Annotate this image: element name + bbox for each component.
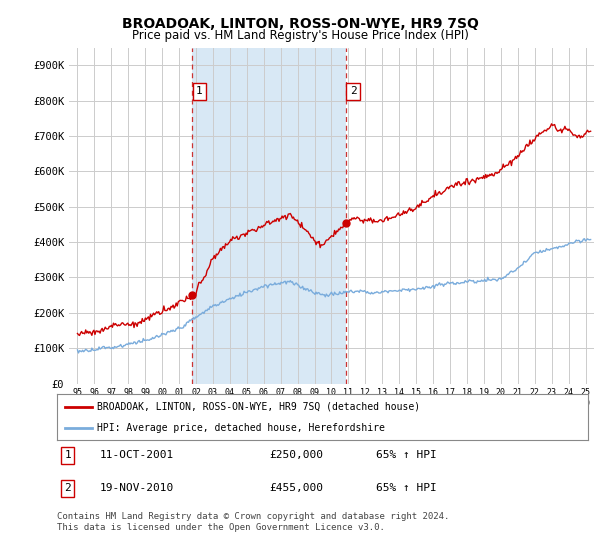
- Text: 1: 1: [64, 450, 71, 460]
- Text: BROADOAK, LINTON, ROSS-ON-WYE, HR9 7SQ (detached house): BROADOAK, LINTON, ROSS-ON-WYE, HR9 7SQ (…: [97, 402, 420, 412]
- Text: 2: 2: [350, 86, 356, 96]
- Text: 65% ↑ HPI: 65% ↑ HPI: [376, 483, 436, 493]
- Text: £250,000: £250,000: [269, 450, 323, 460]
- Bar: [193, 48, 346, 384]
- Text: 19-NOV-2010: 19-NOV-2010: [100, 483, 174, 493]
- Text: Price paid vs. HM Land Registry's House Price Index (HPI): Price paid vs. HM Land Registry's House …: [131, 29, 469, 42]
- Text: Contains HM Land Registry data © Crown copyright and database right 2024.
This d: Contains HM Land Registry data © Crown c…: [57, 512, 449, 532]
- Text: £455,000: £455,000: [269, 483, 323, 493]
- Text: 11-OCT-2001: 11-OCT-2001: [100, 450, 174, 460]
- Text: BROADOAK, LINTON, ROSS-ON-WYE, HR9 7SQ: BROADOAK, LINTON, ROSS-ON-WYE, HR9 7SQ: [122, 17, 478, 31]
- Text: HPI: Average price, detached house, Herefordshire: HPI: Average price, detached house, Here…: [97, 423, 385, 433]
- Text: 2: 2: [64, 483, 71, 493]
- Text: 65% ↑ HPI: 65% ↑ HPI: [376, 450, 436, 460]
- Text: 1: 1: [196, 86, 203, 96]
